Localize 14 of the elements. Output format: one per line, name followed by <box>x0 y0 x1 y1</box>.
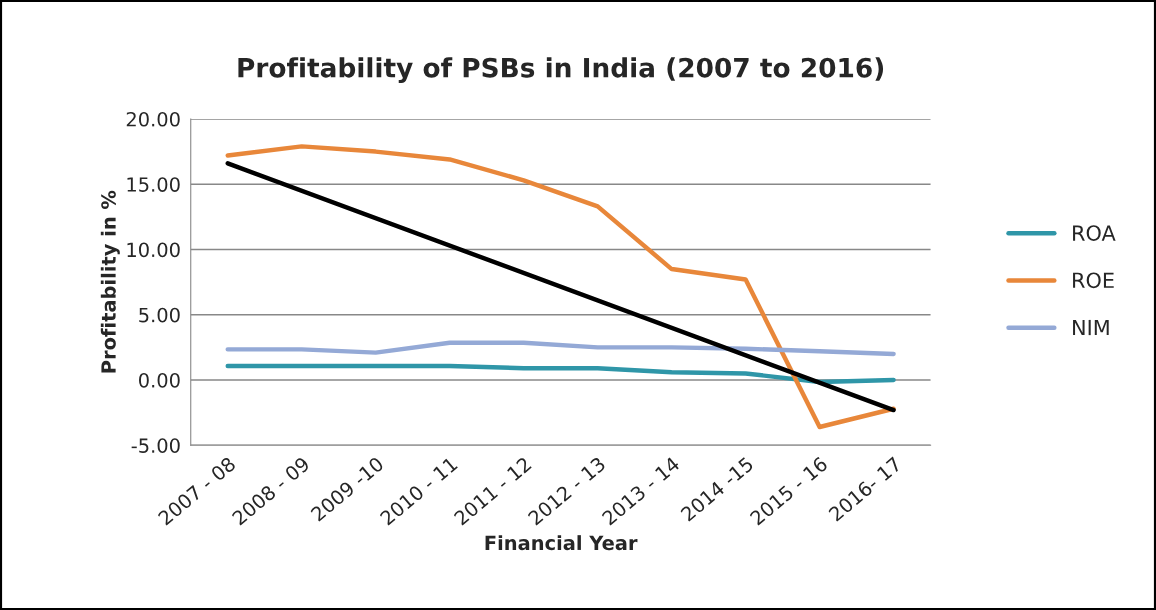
line-series <box>225 340 896 357</box>
line-series <box>225 363 896 385</box>
y-tick-label: -5.00 <box>131 438 180 453</box>
y-axis-title: Profitability in % <box>100 190 120 373</box>
y-tick-label: 10.00 <box>127 242 180 258</box>
legend-label: ROE <box>1073 272 1114 289</box>
legend-label: NIM <box>1073 319 1109 336</box>
y-tick-label: 0.00 <box>139 372 180 388</box>
y-tick-label: 5.00 <box>139 307 180 323</box>
x-axis-title: Financial Year <box>485 535 638 551</box>
chart-title: Profitability of PSBs in India (2007 to 2016) <box>238 57 884 83</box>
y-tick-label: 20.00 <box>126 111 180 127</box>
legend-label: ROA <box>1073 225 1116 241</box>
y-tick-label: 15.00 <box>127 177 180 192</box>
